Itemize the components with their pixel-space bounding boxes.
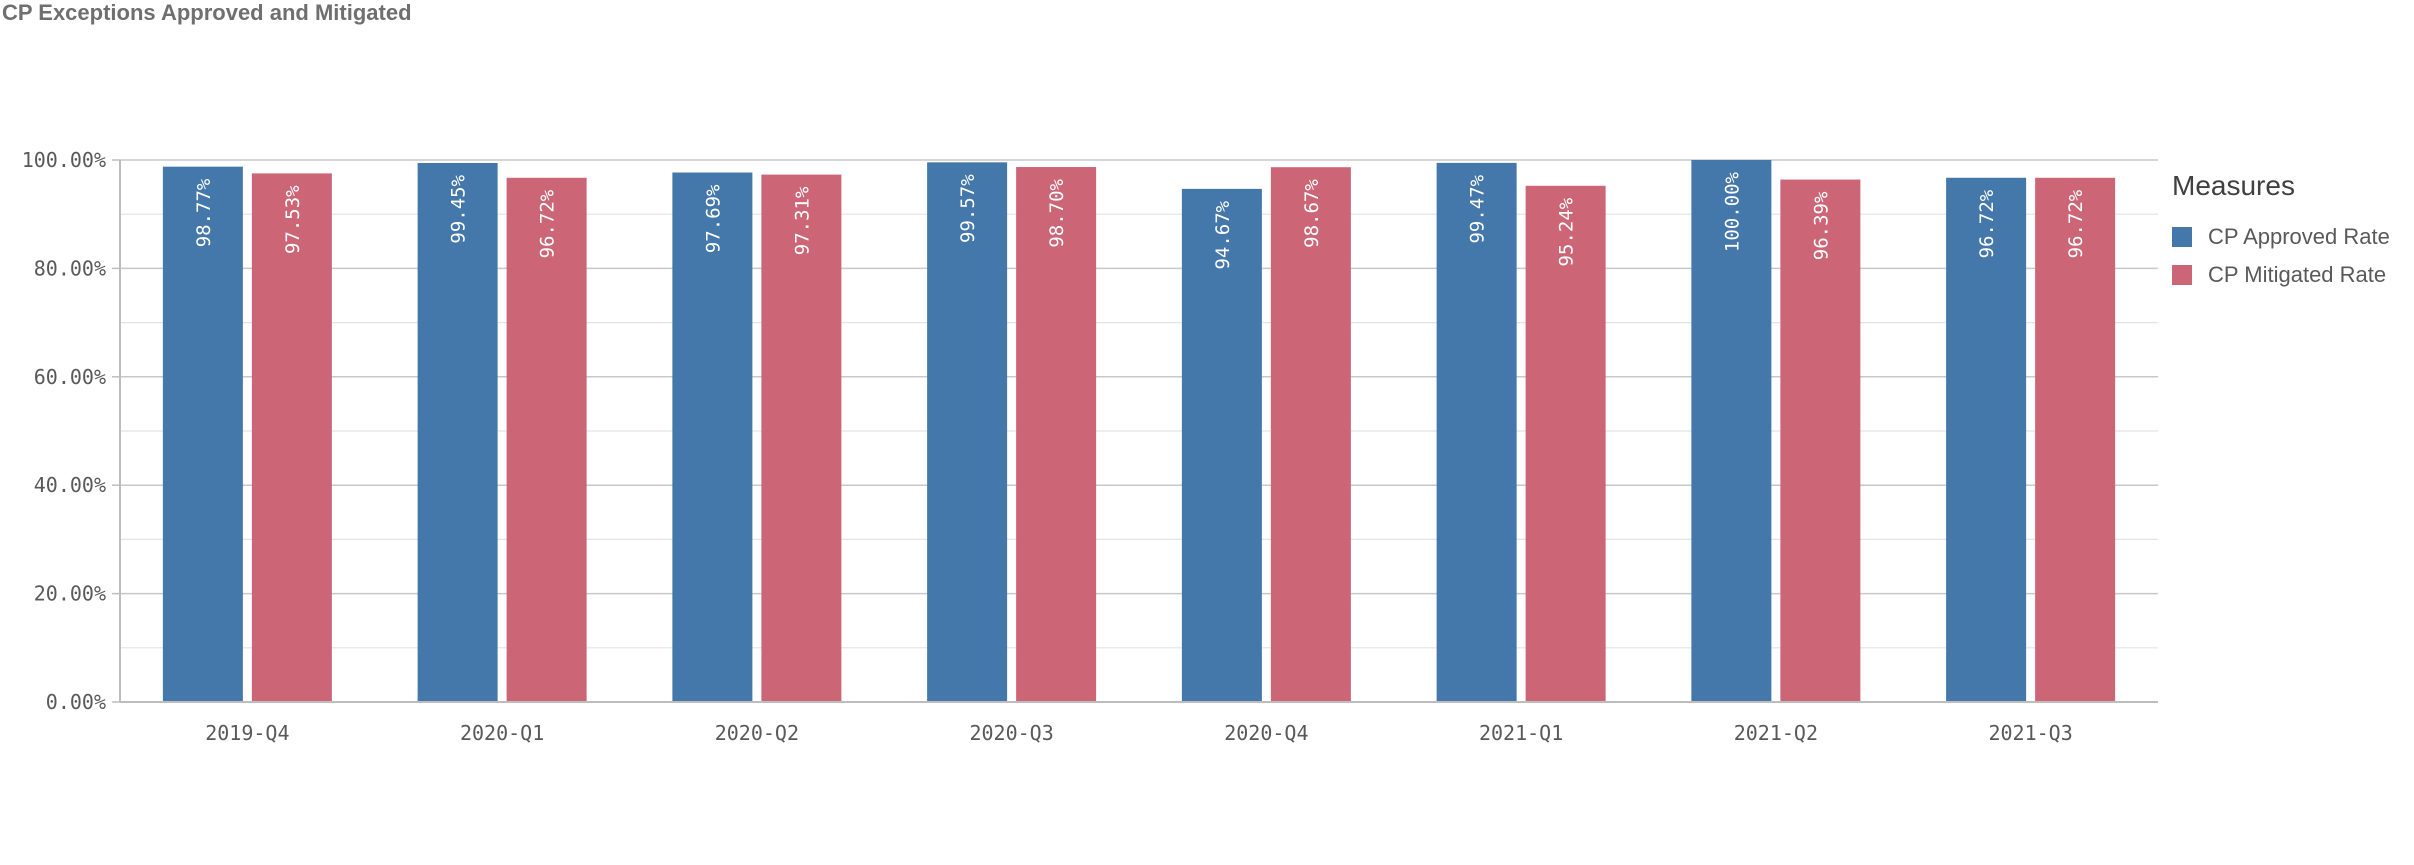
data-label: 99.45% — [448, 174, 470, 243]
bar-mitigated[interactable] — [1270, 167, 1351, 702]
data-label: 99.57% — [957, 174, 979, 243]
x-tick-label: 2020-Q4 — [1224, 721, 1308, 745]
x-tick-label: 2021-Q3 — [1988, 721, 2072, 745]
bar-approved[interactable] — [162, 166, 243, 702]
data-label: 94.67% — [1212, 200, 1234, 269]
bar-mitigated[interactable] — [1016, 167, 1097, 702]
x-tick-label: 2020-Q1 — [460, 721, 544, 745]
y-tick-label: 20.00% — [34, 582, 106, 606]
bar-approved[interactable] — [1691, 160, 1772, 702]
bar-approved[interactable] — [927, 162, 1008, 703]
bar-mitigated[interactable] — [761, 174, 842, 702]
bar-mitigated[interactable] — [251, 173, 332, 703]
y-tick-label: 0.00% — [46, 690, 106, 714]
data-label: 96.72% — [2065, 189, 2087, 258]
y-tick-label: 40.00% — [34, 473, 106, 497]
legend-label-mitigated: CP Mitigated Rate — [2208, 262, 2387, 287]
x-tick-label: 2021-Q2 — [1734, 721, 1818, 745]
data-label: 97.53% — [282, 185, 304, 254]
legend-swatch-approved — [2172, 227, 2192, 247]
legend-label-approved: CP Approved Rate — [2208, 224, 2390, 249]
legend-title: Measures — [2172, 170, 2295, 201]
x-tick-label: 2021-Q1 — [1479, 721, 1563, 745]
legend: Measures CP Approved Rate CP Mitigated R… — [2172, 170, 2390, 294]
x-tick-label: 2020-Q2 — [715, 721, 799, 745]
bar-mitigated[interactable] — [2035, 177, 2116, 703]
bar-approved[interactable] — [1946, 177, 2027, 703]
data-label: 100.00% — [1721, 171, 1743, 252]
bar-approved[interactable] — [1181, 188, 1262, 702]
chart-title: CP Exceptions Approved and Mitigated — [2, 0, 412, 25]
x-tick-label: 2019-Q4 — [205, 721, 289, 745]
data-label: 96.72% — [1976, 189, 1998, 258]
legend-item-mitigated[interactable]: CP Mitigated Rate — [2172, 256, 2390, 294]
bar-mitigated[interactable] — [1525, 185, 1606, 702]
data-label: 97.69% — [702, 184, 724, 253]
y-axis: 0.00% 20.00% 40.00% 60.00% 80.00% 100.00% — [22, 148, 121, 714]
bar-approved[interactable] — [417, 162, 498, 702]
data-label: 96.72% — [537, 189, 559, 258]
x-axis: 2019-Q4 2020-Q1 2020-Q2 2020-Q3 2020-Q4 2021-… — [120, 701, 2158, 745]
bar-mitigated[interactable] — [1780, 179, 1861, 703]
bar-approved[interactable] — [672, 172, 753, 702]
data-label: 96.39% — [1810, 191, 1832, 260]
y-tick-label: 80.00% — [34, 256, 106, 280]
legend-item-approved[interactable]: CP Approved Rate — [2172, 218, 2390, 256]
x-tick-label: 2020-Q3 — [969, 721, 1053, 745]
data-label: 97.31% — [791, 186, 813, 255]
bars: 98.77% 97.53% 99.45% 96.72% 97.69% 97.31% 99.5… — [162, 160, 2116, 703]
data-label: 98.77% — [193, 178, 215, 247]
y-tick-label: 100.00% — [22, 148, 106, 172]
data-label: 95.24% — [1556, 197, 1578, 266]
bar-mitigated[interactable] — [506, 177, 587, 703]
bar-approved[interactable] — [1436, 162, 1517, 702]
y-tick-label: 60.00% — [34, 365, 106, 389]
data-label: 98.70% — [1046, 178, 1068, 247]
data-label: 99.47% — [1467, 174, 1489, 243]
data-label: 98.67% — [1301, 179, 1323, 248]
legend-swatch-mitigated — [2172, 265, 2192, 285]
bar-chart: 0.00% 20.00% 40.00% 60.00% 80.00% 100.00% 98.… — [22, 148, 2158, 745]
